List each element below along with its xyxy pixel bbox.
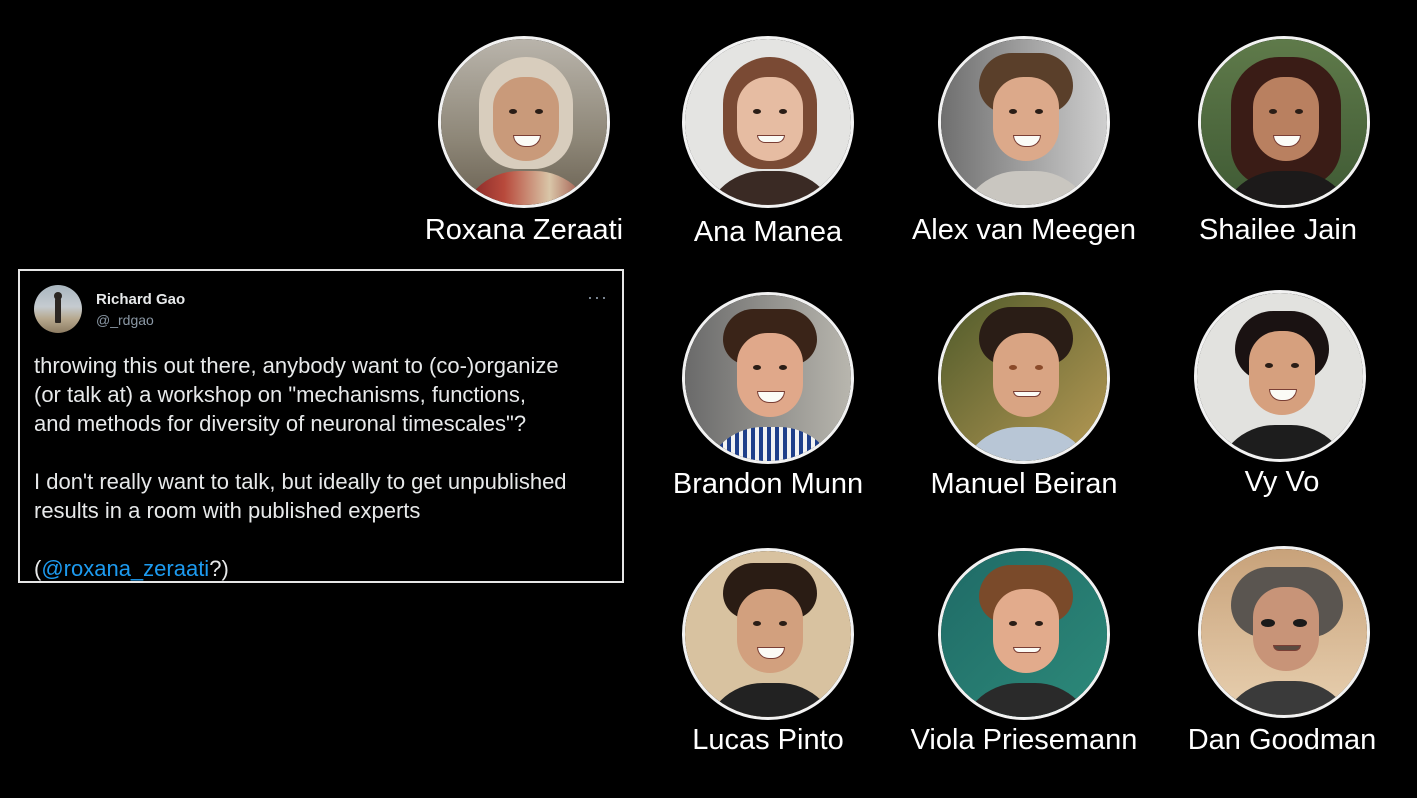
person-card: Roxana Zeraati: [394, 36, 654, 248]
profile-photo: [1194, 290, 1366, 462]
person-card: Manuel Beiran: [894, 292, 1154, 504]
tweet-paragraph: throwing this out there, anybody want to…: [34, 353, 559, 436]
paren-open: (: [34, 556, 42, 581]
profile-photo: [682, 548, 854, 720]
author-handle[interactable]: @_rdgao: [96, 312, 154, 328]
person-name: Vy Vo: [1244, 466, 1320, 498]
person-card: Vy Vo: [1152, 290, 1412, 502]
person-card: Ana Manea: [638, 36, 898, 248]
person-card: Lucas Pinto: [638, 548, 898, 760]
person-card: Shailee Jain: [1148, 36, 1408, 248]
tweet-paragraph: (@roxana_zeraati?): [34, 554, 624, 583]
profile-photo: [938, 292, 1110, 464]
person-name: Alex van Meegen: [911, 214, 1137, 246]
mention-link[interactable]: @roxana_zeraati: [41, 556, 210, 581]
avatar-figure: [55, 297, 61, 323]
person-name: Ana Manea: [693, 216, 843, 248]
person-name: Manuel Beiran: [930, 468, 1118, 500]
paren-close: ?): [209, 556, 229, 581]
person-name: Lucas Pinto: [692, 724, 844, 756]
author-name[interactable]: Richard Gao: [96, 291, 186, 308]
avatar-figure-head: [54, 292, 62, 300]
person-name: Roxana Zeraati: [424, 214, 624, 246]
person-name: Dan Goodman: [1187, 724, 1377, 756]
tweet-header: Richard Gao @_rdgao ···: [34, 285, 608, 335]
person-name: Viola Priesemann: [910, 724, 1138, 756]
avatar[interactable]: [34, 285, 82, 333]
profile-photo: [1198, 546, 1370, 718]
profile-photo: [438, 36, 610, 208]
more-options-icon[interactable]: ···: [587, 287, 608, 307]
profile-photo: [1198, 36, 1370, 208]
person-name: Shailee Jain: [1199, 214, 1357, 246]
person-card: Alex van Meegen: [894, 36, 1154, 248]
profile-photo: [682, 36, 854, 208]
person-name: Brandon Munn: [672, 468, 864, 500]
person-card: Viola Priesemann: [894, 548, 1154, 760]
person-card: Dan Goodman: [1152, 546, 1412, 758]
tweet-text: throwing this out there, anybody want to…: [34, 351, 624, 583]
profile-photo: [682, 292, 854, 464]
profile-photo: [938, 36, 1110, 208]
profile-photo: [938, 548, 1110, 720]
tweet-paragraph: I don't really want to talk, but ideally…: [34, 469, 567, 523]
person-card: Brandon Munn: [638, 292, 898, 504]
tweet-card[interactable]: Richard Gao @_rdgao ··· throwing this ou…: [18, 269, 624, 583]
